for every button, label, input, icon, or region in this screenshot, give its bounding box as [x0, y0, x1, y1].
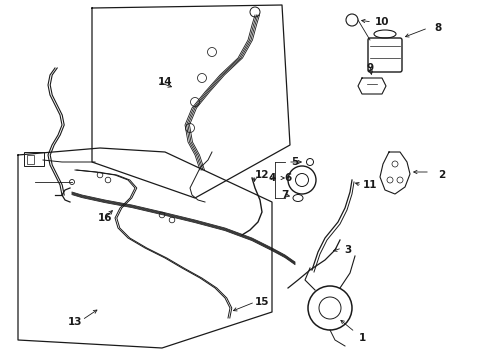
Text: 14: 14 — [158, 77, 172, 87]
Text: 9: 9 — [367, 63, 373, 73]
Text: 16: 16 — [98, 213, 112, 223]
Text: 6: 6 — [284, 173, 292, 183]
Text: 4: 4 — [269, 173, 276, 183]
Text: 13: 13 — [68, 317, 82, 327]
Text: 2: 2 — [439, 170, 445, 180]
Text: 15: 15 — [255, 297, 269, 307]
Text: 5: 5 — [292, 157, 298, 167]
Text: 11: 11 — [363, 180, 377, 190]
Text: 7: 7 — [281, 190, 289, 200]
Text: 1: 1 — [358, 333, 366, 343]
Text: 10: 10 — [375, 17, 389, 27]
Text: 3: 3 — [344, 245, 352, 255]
Text: 12: 12 — [255, 170, 269, 180]
Text: 8: 8 — [434, 23, 441, 33]
